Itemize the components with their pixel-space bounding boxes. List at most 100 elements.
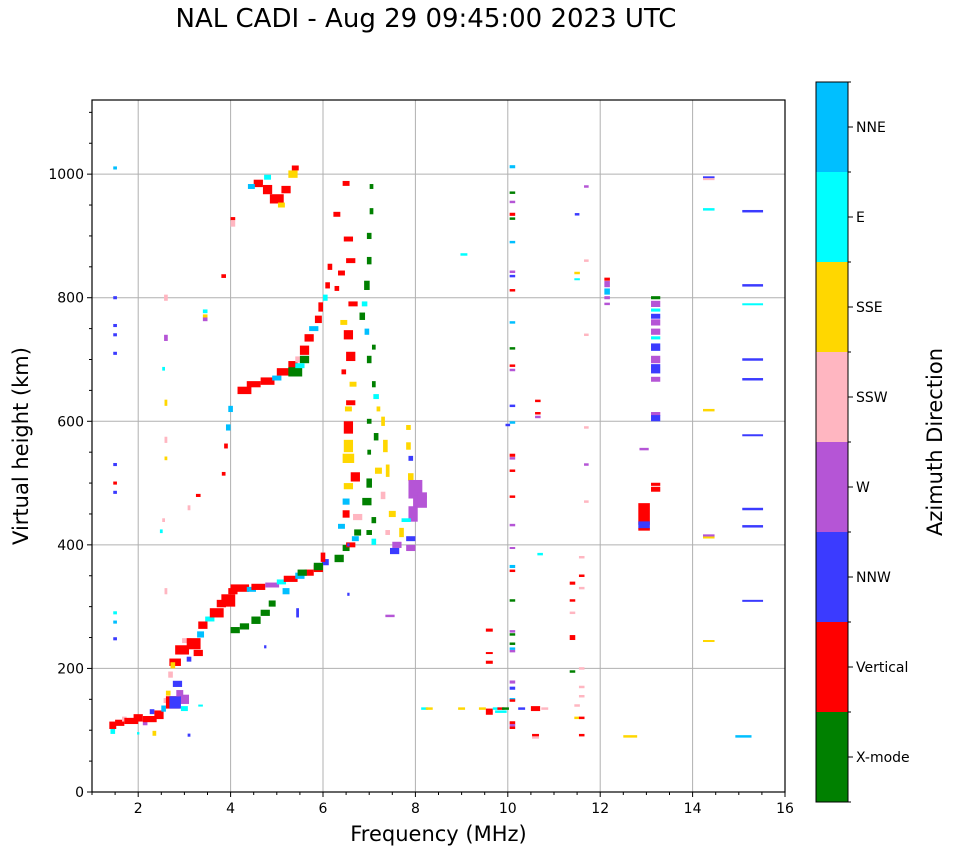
data-point [230, 584, 250, 592]
data-point [509, 680, 516, 684]
data-point [133, 714, 143, 722]
data-point [168, 671, 173, 678]
data-point [399, 527, 404, 538]
data-point [373, 433, 379, 441]
data-point [353, 513, 363, 521]
data-point [342, 510, 350, 518]
data-point [651, 308, 661, 312]
chart-title: NAL CADI - Aug 29 09:45:00 2023 UTC [175, 4, 677, 34]
data-point [369, 184, 374, 189]
data-point [268, 600, 276, 607]
data-point [154, 710, 164, 720]
data-point [272, 375, 282, 381]
colorbar-tick-label: X-mode [856, 750, 910, 766]
colorbar-swatch [816, 82, 848, 172]
data-point [735, 735, 752, 738]
colorbar-label: Azimuth Direction [923, 348, 947, 536]
colorbar-swatch [816, 622, 848, 712]
colorbar-swatch [816, 712, 848, 802]
data-point [492, 707, 500, 710]
data-point [518, 707, 526, 710]
data-point [346, 542, 356, 548]
x-tick-label: 8 [411, 801, 420, 817]
data-point [179, 694, 190, 704]
data-point [574, 704, 580, 707]
data-point [485, 628, 493, 632]
data-point [604, 281, 610, 288]
data-point [742, 525, 764, 528]
data-point [509, 191, 516, 194]
data-point [651, 296, 661, 300]
data-point [342, 544, 350, 552]
data-point [509, 495, 516, 498]
colorbar-tick-label: SSE [856, 300, 883, 316]
data-point [186, 638, 201, 650]
data-point [509, 630, 516, 633]
data-point [509, 469, 516, 472]
data-point [343, 236, 354, 242]
data-point [113, 462, 117, 467]
data-point [367, 449, 372, 455]
data-point [288, 361, 298, 371]
data-point [535, 399, 541, 403]
colorbar-swatch [816, 352, 848, 442]
data-point [276, 368, 291, 376]
data-point [159, 529, 163, 534]
data-point [182, 638, 192, 644]
data-point [385, 530, 390, 535]
data-point [584, 463, 589, 466]
data-point [537, 552, 543, 556]
data-point [187, 505, 191, 511]
x-tick-label: 10 [499, 801, 517, 817]
data-point [343, 439, 354, 453]
data-point [425, 707, 433, 710]
data-point [509, 453, 516, 457]
data-point [343, 421, 354, 434]
data-point [202, 309, 208, 314]
data-point [164, 399, 168, 406]
data-point [193, 649, 203, 657]
data-point [389, 547, 400, 555]
data-point [584, 500, 589, 503]
data-point [198, 621, 208, 629]
data-point [169, 696, 181, 709]
colorbar-swatch [816, 172, 848, 262]
axis-ticks: 2 4 6 8 10 12 14 16 0 200 400 600 800 1000 [48, 111, 794, 817]
data-point [161, 705, 166, 712]
data-point [318, 302, 323, 312]
data-point [578, 716, 585, 720]
data-point [380, 491, 386, 500]
data-point [347, 543, 350, 547]
data-point [509, 240, 516, 244]
data-point [164, 588, 168, 595]
data-point [186, 656, 192, 662]
data-point [702, 534, 715, 537]
data-point [651, 336, 661, 340]
data-point [651, 415, 661, 422]
colorbar-tick-label: E [856, 210, 865, 226]
data-point [651, 486, 661, 492]
data-point [251, 583, 266, 590]
data-point [509, 274, 516, 278]
plot-frame [91, 99, 786, 793]
data-point [509, 547, 516, 550]
data-point [702, 408, 715, 412]
data-point [113, 611, 117, 615]
data-point [651, 300, 661, 307]
data-point [604, 296, 610, 300]
data-point [604, 288, 610, 295]
data-point [651, 412, 661, 416]
data-point [354, 529, 362, 536]
data-point [202, 317, 208, 322]
grid-lines [92, 100, 785, 792]
data-point [532, 733, 539, 737]
data-point [260, 609, 270, 616]
data-point [371, 517, 377, 524]
data-point [373, 394, 379, 400]
data-point [346, 351, 356, 362]
data-point [509, 724, 516, 727]
data-point [304, 569, 314, 576]
data-point [351, 536, 359, 542]
colorbar-swatch [816, 262, 848, 352]
data-point [283, 575, 298, 582]
